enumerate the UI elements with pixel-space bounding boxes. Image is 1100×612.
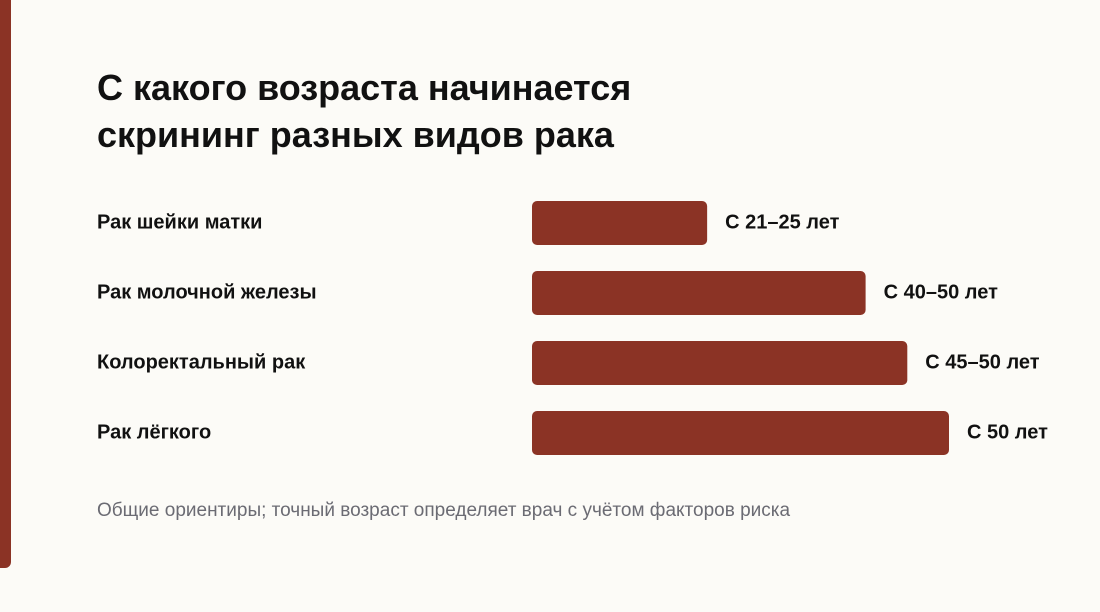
value-label: С 21–25 лет (725, 211, 839, 233)
category-label: Рак молочной железы (97, 281, 317, 303)
bar (532, 201, 708, 245)
category-label: Рак лёгкого (97, 421, 211, 443)
chart-title: С какого возраста начинается скрининг ра… (97, 67, 632, 155)
category-label: Колоректальный рак (97, 351, 306, 373)
bar (532, 411, 949, 455)
value-label: С 45–50 лет (925, 351, 1039, 373)
bar (532, 271, 866, 315)
footnote: Общие ориентиры; точный возраст определя… (97, 500, 791, 521)
value-label: С 40–50 лет (884, 281, 998, 303)
accent-stripe (0, 0, 11, 568)
category-label: Рак шейки матки (97, 211, 262, 233)
bar (532, 341, 908, 385)
value-label: С 50 лет (967, 421, 1048, 443)
